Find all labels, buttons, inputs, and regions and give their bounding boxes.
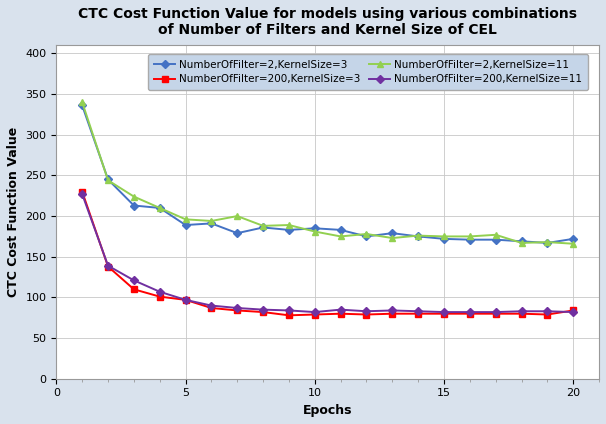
NumberOfFilter=2,KernelSize=3 bbox=[570, 236, 577, 241]
Line: NumberOfFilter=200,KernelSize=3: NumberOfFilter=200,KernelSize=3 bbox=[79, 189, 576, 318]
NumberOfFilter=200,KernelSize=11 bbox=[234, 305, 241, 310]
NumberOfFilter=2,KernelSize=3 bbox=[234, 231, 241, 236]
NumberOfFilter=200,KernelSize=11 bbox=[363, 309, 370, 314]
NumberOfFilter=2,KernelSize=11 bbox=[415, 233, 422, 238]
NumberOfFilter=200,KernelSize=3 bbox=[259, 310, 267, 315]
NumberOfFilter=200,KernelSize=11 bbox=[285, 308, 293, 313]
NumberOfFilter=200,KernelSize=11 bbox=[337, 307, 344, 312]
NumberOfFilter=2,KernelSize=3 bbox=[208, 221, 215, 226]
NumberOfFilter=200,KernelSize=3 bbox=[130, 287, 138, 292]
NumberOfFilter=2,KernelSize=11 bbox=[130, 194, 138, 199]
Y-axis label: CTC Cost Function Value: CTC Cost Function Value bbox=[7, 127, 20, 297]
NumberOfFilter=2,KernelSize=11 bbox=[388, 235, 396, 240]
NumberOfFilter=200,KernelSize=11 bbox=[208, 303, 215, 308]
NumberOfFilter=200,KernelSize=11 bbox=[79, 192, 86, 197]
NumberOfFilter=2,KernelSize=3 bbox=[104, 177, 112, 182]
NumberOfFilter=2,KernelSize=3 bbox=[130, 203, 138, 208]
NumberOfFilter=2,KernelSize=3 bbox=[259, 225, 267, 230]
NumberOfFilter=2,KernelSize=3 bbox=[441, 236, 448, 241]
NumberOfFilter=2,KernelSize=3 bbox=[311, 226, 318, 231]
NumberOfFilter=2,KernelSize=11 bbox=[466, 234, 473, 239]
Legend: NumberOfFilter=2,KernelSize=3, NumberOfFilter=200,KernelSize=3, NumberOfFilter=2: NumberOfFilter=2,KernelSize=3, NumberOfF… bbox=[148, 54, 588, 90]
NumberOfFilter=2,KernelSize=11 bbox=[234, 214, 241, 219]
NumberOfFilter=2,KernelSize=3 bbox=[492, 237, 499, 242]
NumberOfFilter=200,KernelSize=3 bbox=[492, 311, 499, 316]
NumberOfFilter=200,KernelSize=3 bbox=[234, 308, 241, 313]
NumberOfFilter=200,KernelSize=3 bbox=[466, 311, 473, 316]
NumberOfFilter=2,KernelSize=11 bbox=[544, 240, 551, 245]
NumberOfFilter=200,KernelSize=3 bbox=[363, 312, 370, 317]
NumberOfFilter=2,KernelSize=3 bbox=[415, 234, 422, 239]
NumberOfFilter=200,KernelSize=11 bbox=[441, 310, 448, 315]
NumberOfFilter=200,KernelSize=3 bbox=[104, 264, 112, 269]
NumberOfFilter=200,KernelSize=3 bbox=[337, 311, 344, 316]
NumberOfFilter=200,KernelSize=3 bbox=[388, 311, 396, 316]
NumberOfFilter=200,KernelSize=3 bbox=[79, 189, 86, 194]
NumberOfFilter=2,KernelSize=11 bbox=[570, 241, 577, 246]
NumberOfFilter=200,KernelSize=11 bbox=[388, 308, 396, 313]
NumberOfFilter=200,KernelSize=3 bbox=[208, 305, 215, 310]
NumberOfFilter=200,KernelSize=11 bbox=[104, 263, 112, 268]
NumberOfFilter=2,KernelSize=11 bbox=[441, 234, 448, 239]
NumberOfFilter=2,KernelSize=3 bbox=[466, 237, 473, 242]
NumberOfFilter=200,KernelSize=11 bbox=[415, 309, 422, 314]
NumberOfFilter=2,KernelSize=3 bbox=[518, 239, 525, 244]
NumberOfFilter=2,KernelSize=3 bbox=[156, 205, 164, 210]
Title: CTC Cost Function Value for models using various combinations
of Number of Filte: CTC Cost Function Value for models using… bbox=[78, 7, 577, 37]
Line: NumberOfFilter=2,KernelSize=11: NumberOfFilter=2,KernelSize=11 bbox=[79, 99, 577, 247]
NumberOfFilter=200,KernelSize=3 bbox=[311, 312, 318, 317]
NumberOfFilter=2,KernelSize=11 bbox=[208, 218, 215, 223]
NumberOfFilter=2,KernelSize=11 bbox=[492, 232, 499, 237]
NumberOfFilter=2,KernelSize=3 bbox=[285, 227, 293, 232]
NumberOfFilter=200,KernelSize=3 bbox=[182, 297, 189, 302]
NumberOfFilter=200,KernelSize=11 bbox=[544, 309, 551, 314]
NumberOfFilter=200,KernelSize=11 bbox=[259, 307, 267, 312]
Line: NumberOfFilter=200,KernelSize=11: NumberOfFilter=200,KernelSize=11 bbox=[79, 191, 576, 315]
NumberOfFilter=200,KernelSize=3 bbox=[415, 311, 422, 316]
NumberOfFilter=200,KernelSize=3 bbox=[156, 294, 164, 299]
NumberOfFilter=200,KernelSize=3 bbox=[285, 313, 293, 318]
NumberOfFilter=200,KernelSize=3 bbox=[544, 312, 551, 317]
NumberOfFilter=2,KernelSize=11 bbox=[79, 100, 86, 105]
NumberOfFilter=2,KernelSize=3 bbox=[337, 227, 344, 232]
X-axis label: Epochs: Epochs bbox=[303, 404, 353, 417]
NumberOfFilter=200,KernelSize=11 bbox=[570, 310, 577, 315]
NumberOfFilter=2,KernelSize=11 bbox=[518, 240, 525, 245]
NumberOfFilter=200,KernelSize=11 bbox=[182, 297, 189, 302]
NumberOfFilter=2,KernelSize=11 bbox=[337, 234, 344, 239]
NumberOfFilter=200,KernelSize=3 bbox=[570, 308, 577, 313]
NumberOfFilter=2,KernelSize=3 bbox=[79, 103, 86, 108]
NumberOfFilter=2,KernelSize=11 bbox=[259, 223, 267, 229]
NumberOfFilter=2,KernelSize=3 bbox=[388, 231, 396, 236]
NumberOfFilter=2,KernelSize=11 bbox=[285, 223, 293, 228]
NumberOfFilter=2,KernelSize=11 bbox=[363, 232, 370, 237]
NumberOfFilter=2,KernelSize=3 bbox=[182, 223, 189, 228]
NumberOfFilter=2,KernelSize=11 bbox=[104, 178, 112, 183]
NumberOfFilter=2,KernelSize=3 bbox=[544, 240, 551, 245]
NumberOfFilter=200,KernelSize=11 bbox=[466, 310, 473, 315]
NumberOfFilter=200,KernelSize=11 bbox=[130, 278, 138, 283]
NumberOfFilter=200,KernelSize=11 bbox=[518, 309, 525, 314]
NumberOfFilter=200,KernelSize=3 bbox=[518, 311, 525, 316]
NumberOfFilter=200,KernelSize=3 bbox=[441, 311, 448, 316]
NumberOfFilter=2,KernelSize=11 bbox=[156, 205, 164, 210]
Line: NumberOfFilter=2,KernelSize=3: NumberOfFilter=2,KernelSize=3 bbox=[79, 103, 576, 245]
NumberOfFilter=2,KernelSize=11 bbox=[182, 217, 189, 222]
NumberOfFilter=200,KernelSize=11 bbox=[311, 310, 318, 315]
NumberOfFilter=200,KernelSize=11 bbox=[156, 289, 164, 294]
NumberOfFilter=2,KernelSize=11 bbox=[311, 229, 318, 234]
NumberOfFilter=2,KernelSize=3 bbox=[363, 234, 370, 239]
NumberOfFilter=200,KernelSize=11 bbox=[492, 310, 499, 315]
